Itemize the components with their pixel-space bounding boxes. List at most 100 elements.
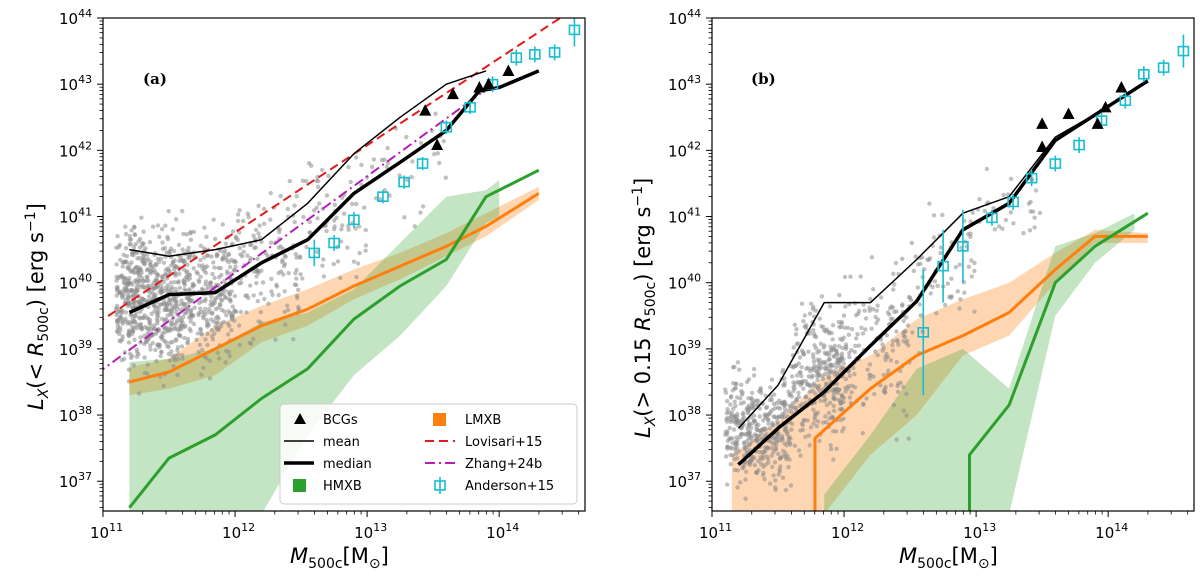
scatter-point [144, 267, 150, 273]
scatter-point [927, 201, 932, 206]
scatter-point [789, 394, 795, 399]
scatter-point [1008, 176, 1014, 181]
scatter-point [1032, 225, 1037, 230]
scatter-point [754, 433, 759, 438]
scatter-point [205, 331, 210, 337]
scatter-point [904, 391, 909, 397]
legend-label: Zhang+24b [465, 457, 542, 472]
scatter-point [152, 304, 157, 309]
scatter-point [832, 408, 837, 413]
legend-label: Anderson+15 [465, 479, 554, 494]
scatter-point [167, 250, 172, 255]
y-tick-label: 1042 [668, 139, 701, 160]
legend-label: median [323, 457, 372, 472]
scatter-point [123, 224, 128, 229]
scatter-point [184, 232, 189, 237]
scatter-point [893, 260, 899, 266]
scatter-point [356, 224, 362, 229]
x-tick-label: 1012 [222, 521, 255, 542]
scatter-point [132, 225, 137, 230]
band-lmxb [129, 186, 539, 396]
orange-square-marker-icon [433, 413, 446, 426]
scatter-point [1021, 231, 1026, 236]
scatter-point [139, 326, 144, 331]
scatter-point [437, 160, 442, 166]
scatter-point [730, 453, 736, 458]
scatter-point [115, 284, 120, 289]
scatter-point [727, 425, 732, 431]
x-tick-label: 1011 [90, 521, 123, 542]
scatter-point [738, 388, 744, 394]
green-square-marker-icon [293, 479, 306, 492]
scatter-point [817, 348, 822, 354]
scatter-point [895, 383, 900, 389]
scatter-point [382, 157, 387, 162]
scatter-point [235, 237, 240, 243]
scatter-point [187, 326, 192, 332]
scatter-point [1027, 228, 1033, 233]
scatter-point [127, 267, 132, 272]
scatter-point [317, 201, 322, 206]
scatter-point [150, 286, 156, 292]
scatter-point [157, 259, 162, 265]
series-line-lmxb [813, 234, 1148, 511]
scatter-point [863, 316, 869, 321]
scatter-point [130, 353, 135, 359]
scatter-point [835, 386, 840, 391]
scatter-point [811, 421, 816, 426]
scatter-point [200, 347, 205, 353]
scatter-point [796, 448, 802, 453]
scatter-point [808, 301, 814, 306]
scatter-point [791, 380, 796, 385]
scatter-point [794, 341, 800, 347]
y-tick-label: 1042 [59, 139, 92, 160]
series-line-lovisari15 [103, 18, 563, 321]
scatter-point [404, 177, 409, 182]
scatter-point [816, 373, 821, 378]
scatter-point [190, 283, 196, 288]
scatter-point [246, 214, 251, 220]
scatter-point [841, 357, 846, 362]
scatter-point [875, 303, 880, 308]
scatter-point [315, 174, 320, 180]
scatter-point [812, 414, 817, 420]
scatter-point [332, 227, 337, 232]
panel-b-anderson15-points [917, 34, 1190, 396]
scatter-point [429, 128, 434, 134]
scatter-point [219, 307, 225, 313]
scatter-point [130, 294, 135, 299]
anderson15-point [957, 241, 969, 252]
y-tick-label: 1037 [59, 470, 92, 491]
scatter-point [201, 246, 207, 251]
scatter-point [244, 310, 249, 315]
scatter-point [159, 283, 164, 288]
scatter-point [821, 359, 826, 365]
scatter-point [751, 413, 757, 418]
scatter-point [901, 333, 906, 338]
scatter-point [806, 374, 811, 379]
scatter-point [814, 424, 819, 429]
scatter-point [346, 164, 351, 170]
scatter-point [792, 443, 798, 448]
scatter-point [812, 363, 817, 368]
scatter-point [226, 259, 231, 265]
scatter-point [783, 450, 788, 456]
scatter-point [192, 305, 197, 310]
scatter-point [794, 373, 800, 378]
scatter-point [207, 281, 213, 287]
scatter-point [827, 357, 832, 362]
anderson15-point [1025, 172, 1038, 184]
scatter-point [294, 267, 299, 273]
scatter-point [348, 179, 353, 185]
scatter-point [194, 337, 199, 342]
scatter-point [723, 454, 729, 459]
scatter-point [132, 325, 137, 330]
scatter-point [759, 461, 764, 467]
scatter-point [827, 304, 833, 309]
scatter-point [278, 193, 283, 199]
scatter-point [843, 385, 848, 390]
scatter-point [176, 280, 181, 285]
scatter-point [182, 258, 187, 263]
scatter-point [114, 312, 119, 318]
scatter-point [843, 376, 849, 382]
